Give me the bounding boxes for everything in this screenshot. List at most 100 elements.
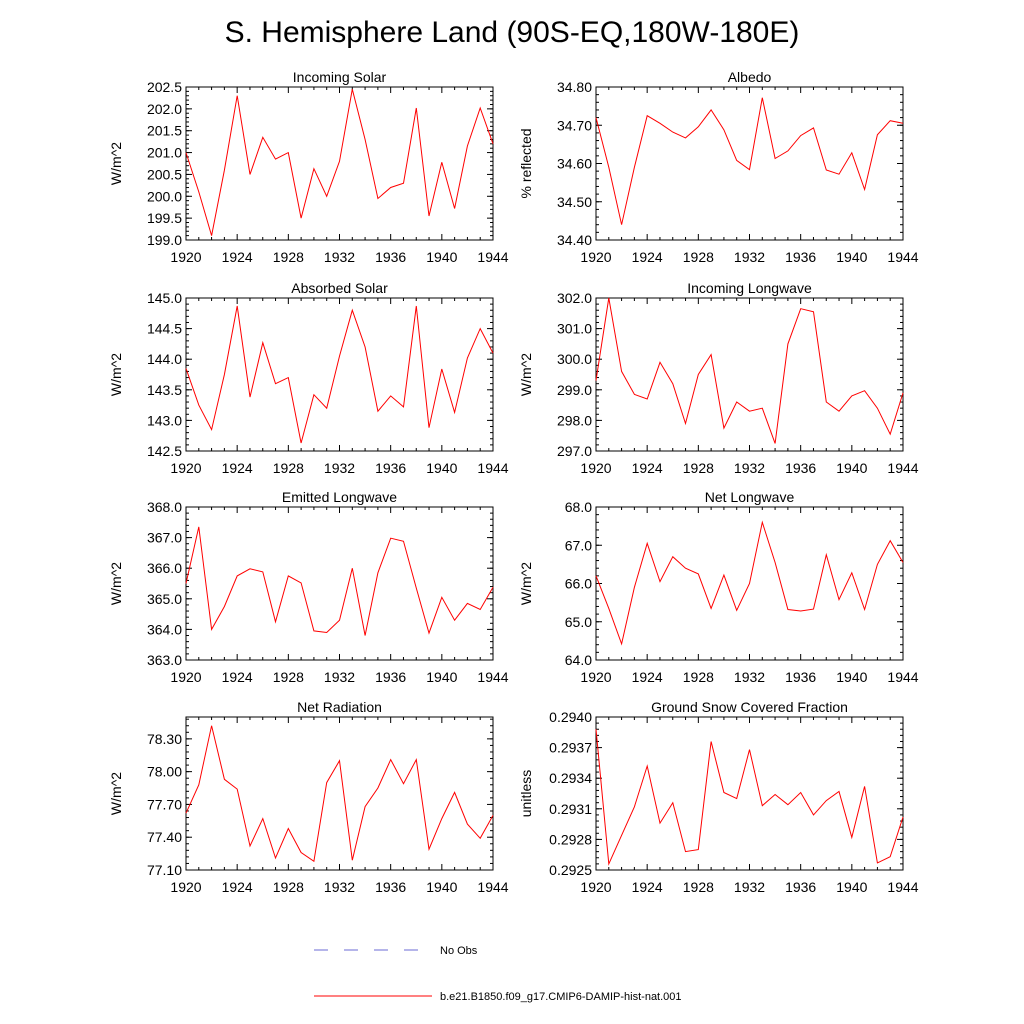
x-tick-label: 1940 bbox=[836, 879, 867, 895]
y-axis-label: W/m^2 bbox=[108, 353, 124, 396]
y-tick-label: 200.0 bbox=[147, 188, 182, 204]
y-tick-label: 366.0 bbox=[147, 560, 182, 576]
x-tick-label: 1920 bbox=[170, 669, 201, 685]
y-tick-label: 34.80 bbox=[557, 79, 592, 95]
plot-frame bbox=[185, 716, 494, 871]
chart-panels: Incoming Solar W/m^2 1920 1924 1928 1932 1936 1… bbox=[108, 69, 919, 895]
y-tick-label: 298.0 bbox=[557, 412, 592, 428]
x-tick-label: 1932 bbox=[734, 249, 765, 265]
x-tick-label: 1924 bbox=[632, 669, 663, 685]
panel-net-longwave: Net Longwave W/m^2 1920 1924 1928 1932 1936 194… bbox=[518, 489, 919, 685]
series-line-albedo bbox=[595, 97, 904, 225]
x-tick-label: 1920 bbox=[580, 879, 611, 895]
y-tick-label: 77.10 bbox=[147, 862, 182, 878]
x-tick-label: 1920 bbox=[170, 460, 201, 476]
x-tick-label: 1944 bbox=[887, 460, 918, 476]
x-tick-label: 1932 bbox=[324, 249, 355, 265]
y-tick-label: 143.5 bbox=[147, 382, 182, 398]
y-tick-label: 34.40 bbox=[557, 232, 592, 248]
x-tick-label: 1924 bbox=[632, 460, 663, 476]
x-tick-label: 1932 bbox=[324, 879, 355, 895]
plot-frame bbox=[185, 297, 494, 452]
x-tick-label: 1928 bbox=[683, 249, 714, 265]
y-tick-label: 66.0 bbox=[565, 576, 592, 592]
panel-incoming-solar: Incoming Solar W/m^2 1920 1924 1928 1932 1936 1… bbox=[108, 69, 509, 265]
panel-incoming-longwave: Incoming Longwave W/m^2 1920 1924 1928 1932 19… bbox=[518, 280, 919, 476]
x-tick-label: 1936 bbox=[785, 249, 816, 265]
y-tick-label: 368.0 bbox=[147, 499, 182, 515]
y-tick-label: 300.0 bbox=[557, 351, 592, 367]
y-tick-label: 0.2937 bbox=[549, 740, 592, 756]
panel-title: Ground Snow Covered Fraction bbox=[651, 699, 848, 715]
x-tick-label: 1944 bbox=[887, 669, 918, 685]
y-tick-label: 202.5 bbox=[147, 79, 182, 95]
panel-absorbed-solar: Absorbed Solar W/m^2 1920 1924 1928 1932 1936 1… bbox=[108, 280, 509, 476]
x-tick-label: 1944 bbox=[477, 669, 508, 685]
x-tick-label: 1924 bbox=[632, 879, 663, 895]
x-tick-label: 1920 bbox=[170, 249, 201, 265]
y-tick-label: 365.0 bbox=[147, 591, 182, 607]
x-tick-label: 1940 bbox=[836, 669, 867, 685]
y-tick-label: 0.2925 bbox=[549, 862, 592, 878]
x-tick-label: 1924 bbox=[222, 669, 253, 685]
x-tick-label: 1920 bbox=[580, 669, 611, 685]
y-tick-label: 145.0 bbox=[147, 290, 182, 306]
series-line-net-radiation bbox=[185, 725, 494, 863]
y-tick-label: 34.70 bbox=[557, 117, 592, 133]
x-tick-label: 1936 bbox=[375, 669, 406, 685]
y-tick-label: 77.40 bbox=[147, 829, 182, 845]
panel-net-radiation: Net Radiation W/m^2 1920 1924 1928 1932 1936 19… bbox=[108, 699, 509, 895]
y-tick-label: 199.5 bbox=[147, 210, 182, 226]
y-tick-label: 201.0 bbox=[147, 145, 182, 161]
x-tick-label: 1928 bbox=[273, 249, 304, 265]
y-tick-label: 301.0 bbox=[557, 321, 592, 337]
series-line-ground-snow-covered-fraction bbox=[595, 729, 904, 866]
x-tick-label: 1920 bbox=[580, 460, 611, 476]
y-tick-label: 78.00 bbox=[147, 764, 182, 780]
x-tick-label: 1940 bbox=[426, 460, 457, 476]
panel-title: Incoming Solar bbox=[293, 69, 387, 85]
y-tick-label: 200.5 bbox=[147, 166, 182, 182]
plot-frame bbox=[595, 86, 904, 241]
y-tick-label: 142.5 bbox=[147, 443, 182, 459]
x-tick-label: 1936 bbox=[785, 669, 816, 685]
x-tick-label: 1936 bbox=[785, 879, 816, 895]
y-tick-label: 78.30 bbox=[147, 731, 182, 747]
panel-title: Absorbed Solar bbox=[291, 280, 388, 296]
plot-frame bbox=[185, 86, 494, 241]
y-tick-label: 364.0 bbox=[147, 621, 182, 637]
x-tick-label: 1932 bbox=[324, 669, 355, 685]
x-tick-label: 1944 bbox=[887, 249, 918, 265]
y-tick-label: 64.0 bbox=[565, 652, 592, 668]
x-tick-label: 1936 bbox=[375, 249, 406, 265]
x-tick-label: 1928 bbox=[683, 879, 714, 895]
x-tick-label: 1936 bbox=[375, 460, 406, 476]
x-tick-label: 1924 bbox=[222, 879, 253, 895]
y-tick-label: 144.0 bbox=[147, 351, 182, 367]
y-tick-label: 0.2940 bbox=[549, 709, 592, 725]
panel-emitted-longwave: Emitted Longwave W/m^2 1920 1924 1928 1932 193… bbox=[108, 489, 509, 685]
x-tick-label: 1924 bbox=[222, 249, 253, 265]
x-tick-label: 1928 bbox=[683, 460, 714, 476]
y-axis-label: unitless bbox=[518, 770, 534, 817]
y-tick-label: 68.0 bbox=[565, 499, 592, 515]
panel-title: Net Radiation bbox=[297, 699, 382, 715]
x-tick-label: 1928 bbox=[273, 879, 304, 895]
y-tick-label: 65.0 bbox=[565, 614, 592, 630]
y-axis-label: % reflected bbox=[518, 128, 534, 198]
x-tick-label: 1932 bbox=[734, 460, 765, 476]
x-tick-label: 1944 bbox=[477, 249, 508, 265]
x-tick-label: 1924 bbox=[632, 249, 663, 265]
x-tick-label: 1936 bbox=[785, 460, 816, 476]
x-tick-label: 1940 bbox=[836, 460, 867, 476]
y-axis-label: W/m^2 bbox=[518, 353, 534, 396]
x-tick-label: 1940 bbox=[836, 249, 867, 265]
y-tick-label: 367.0 bbox=[147, 530, 182, 546]
panel-title: Albedo bbox=[728, 69, 772, 85]
y-tick-label: 302.0 bbox=[557, 290, 592, 306]
x-tick-label: 1940 bbox=[426, 669, 457, 685]
panel-title: Incoming Longwave bbox=[687, 280, 812, 296]
y-tick-label: 0.2931 bbox=[549, 801, 592, 817]
y-tick-label: 143.0 bbox=[147, 412, 182, 428]
